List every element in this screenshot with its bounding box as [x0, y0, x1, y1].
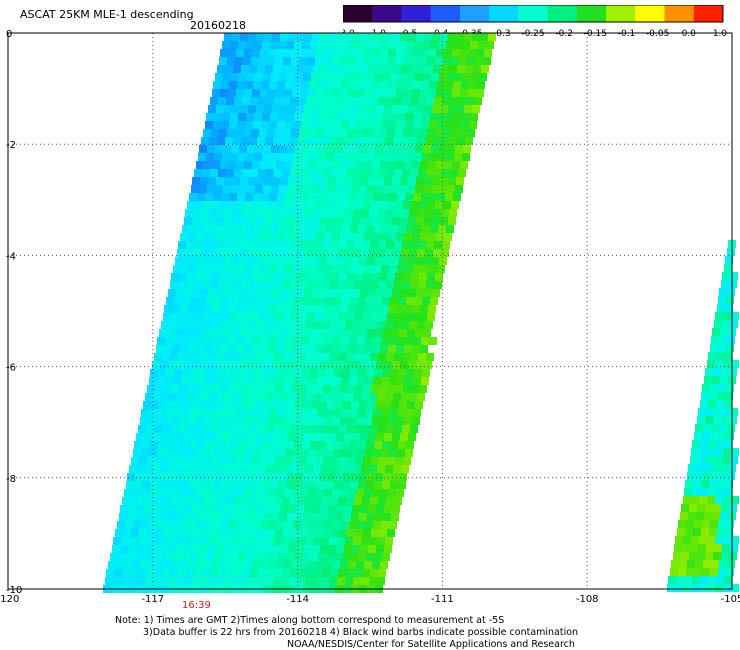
note-line-1: Note: 1) Times are GMT 2)Times along bot…: [115, 615, 505, 626]
colorbar-segment: [693, 5, 724, 22]
colorbar-label: -0.25: [521, 29, 544, 39]
x-tick-label: -114: [286, 594, 309, 605]
colorbar-segment: [518, 5, 549, 22]
x-tick-label: -108: [576, 594, 599, 605]
time-label: 16:39: [182, 600, 211, 611]
swath-right: [667, 240, 739, 592]
note-line-3: NOAA/NESDIS/Center for Satellite Applica…: [287, 639, 575, 650]
colorbar-segment: [489, 5, 519, 22]
x-tick-label: -117: [141, 594, 164, 605]
colorbar-label: -0.1: [618, 29, 636, 39]
colorbar-label: 1.0: [713, 29, 727, 39]
y-tick-label: -8: [6, 474, 16, 485]
colorbar-label: -0.15: [584, 29, 607, 39]
plot-frame: [7, 32, 733, 590]
colorbar-label: -0.2: [555, 29, 573, 39]
map-date: 20160218: [190, 19, 246, 32]
colorbar-label: -0.3: [493, 29, 511, 39]
colorbar-segment: [459, 5, 490, 22]
colorbar-label: -0.05: [646, 29, 669, 39]
swath-map: -120 -117 -114 -111 -108 -105 0 -2 -4 -6 -8 -10: [0, 29, 740, 605]
colorbar-segment: [547, 5, 578, 22]
y-tick-label: -4: [6, 251, 16, 262]
colorbar-segment: [343, 5, 373, 22]
colorbar-segment: [635, 5, 666, 22]
y-tick-label: -10: [6, 585, 22, 596]
y-tick-label: 0: [6, 29, 12, 40]
map-title: ASCAT 25KM MLE-1 descending: [20, 8, 194, 21]
colorbar-segment: [401, 5, 432, 22]
colorbar-segment: [576, 5, 607, 22]
colorbar-segment: [372, 5, 402, 22]
x-tick-label: -120: [0, 594, 19, 605]
colorbar-segment: [664, 5, 695, 22]
note-line-2: 3)Data buffer is 22 hrs from 20160218 4)…: [143, 627, 579, 638]
colorbar-segment: [430, 5, 461, 22]
x-tick-label: -105: [721, 594, 740, 605]
y-tick-label: -6: [6, 363, 16, 374]
colorbar-label: 0.0: [682, 29, 697, 39]
colorbar-legend: -3.0-1.0-0.5-0.4-0.35-0.3-0.25-0.2-0.15-…: [343, 5, 727, 39]
y-tick-label: -2: [6, 140, 16, 151]
colorbar-segment: [606, 5, 636, 22]
x-tick-label: -111: [431, 594, 454, 605]
swath-main: [103, 33, 496, 593]
